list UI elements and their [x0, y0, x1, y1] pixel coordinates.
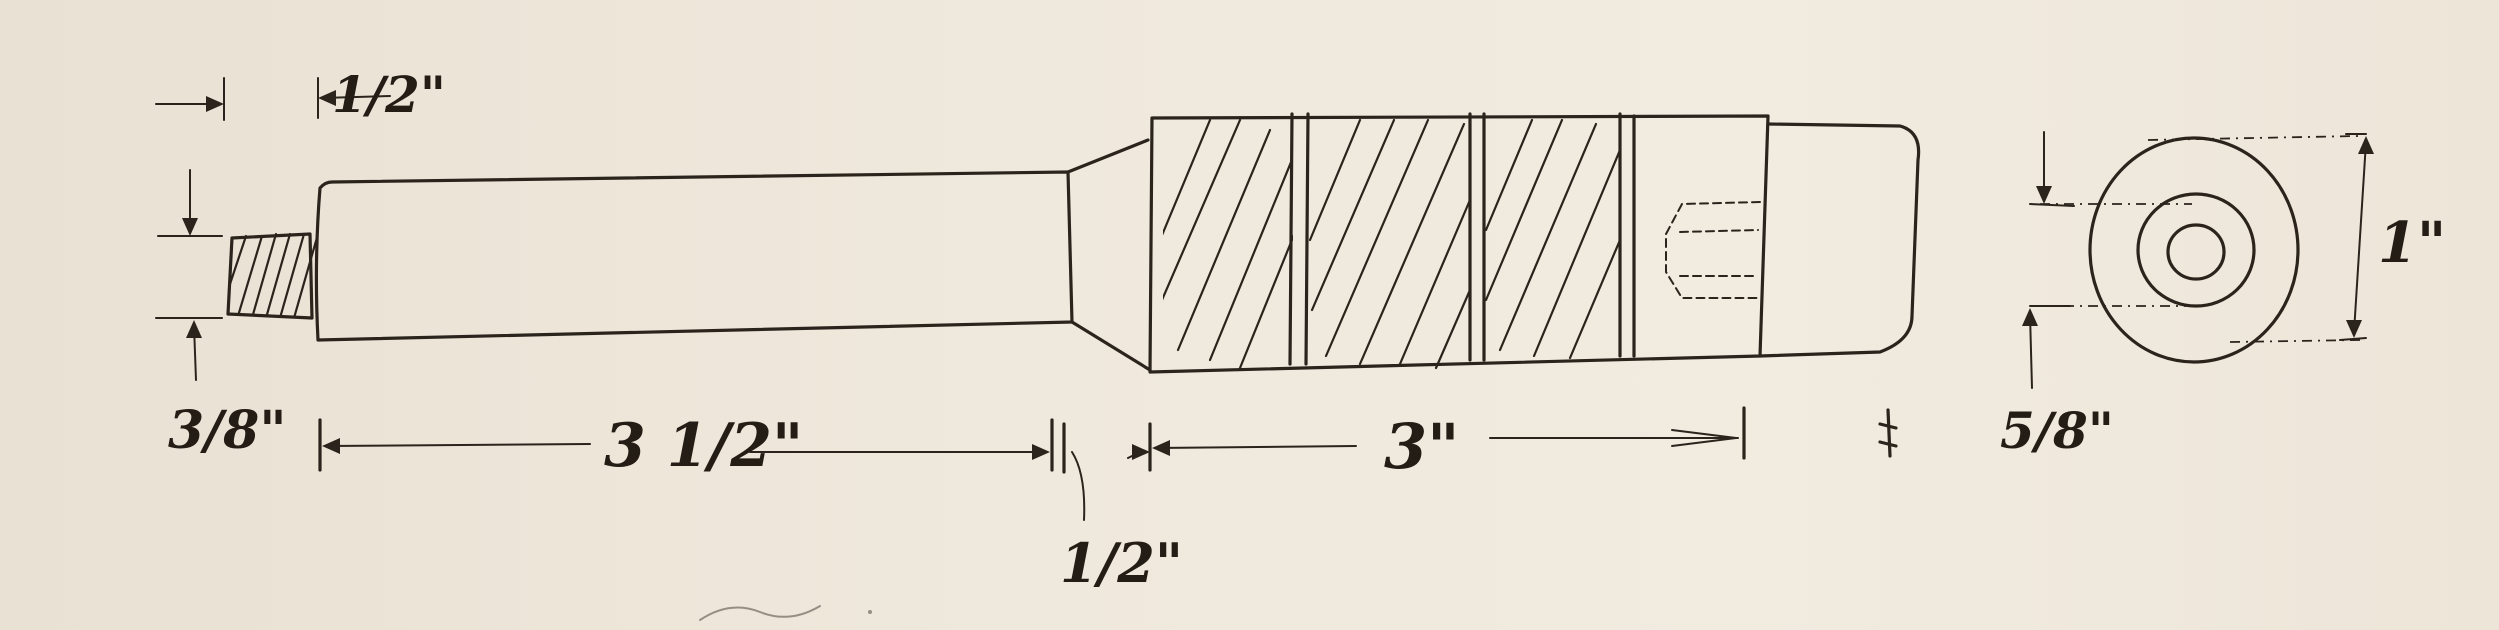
label-handle-length: 3" [1384, 410, 1459, 483]
grip-band-1 [1163, 118, 1293, 370]
internal-bore [1665, 201, 1761, 299]
threaded-stub [226, 232, 318, 320]
shaft-outline [314, 170, 1074, 342]
label-end-inner-diameter: 5/8" [2000, 401, 2114, 460]
label-thread-diameter: 3/8" [168, 400, 286, 461]
grip-band-3 [1484, 118, 1620, 360]
taper-section [1066, 138, 1152, 372]
handle-body [1148, 112, 1921, 374]
label-shaft-length: 3 1/2" [604, 411, 803, 481]
dim-thread-length [155, 77, 391, 121]
dim-taper-length [1062, 422, 1152, 521]
label-thread-length: 1/2" [332, 65, 446, 124]
grip-band-2 [1308, 118, 1470, 370]
thread-hatching [228, 232, 318, 316]
stray-marks [699, 605, 872, 621]
dim-shaft-length [318, 418, 1054, 472]
label-taper-length: 1/2" [1060, 531, 1183, 595]
dim-handle-length [1152, 406, 1898, 460]
dim-thread-diameter [155, 169, 223, 381]
dim-end-diameters [2022, 131, 2374, 389]
end-view [2040, 135, 2361, 364]
label-end-outer-diameter: 1" [2378, 210, 2446, 276]
